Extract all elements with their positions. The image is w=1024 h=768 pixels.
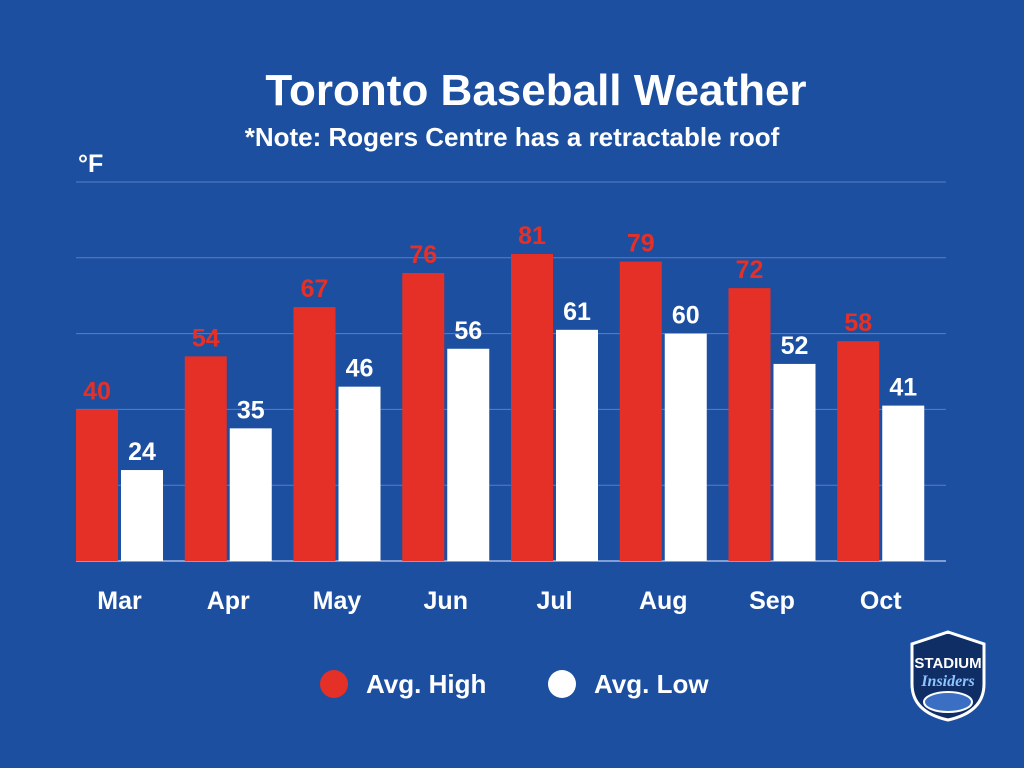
x-tick-labels: Mar Apr May Jun Jul Aug Sep Oct <box>97 587 902 615</box>
bar-avg-high-jul <box>511 254 553 561</box>
legend-low-label: Avg. Low <box>594 668 709 699</box>
legend-high-label: Avg. High <box>366 668 487 699</box>
value-label-high: 40 <box>83 377 111 405</box>
bar-avg-high-aug <box>619 261 662 561</box>
x-tick-label-sep: Sep <box>749 587 795 615</box>
legend: Avg. High Avg. Low <box>0 664 1024 704</box>
bar-avg-high-apr <box>184 356 227 561</box>
bar-avg-high-jun <box>402 272 445 561</box>
bar-avg-high-mar <box>76 409 118 561</box>
bar-groups <box>76 254 925 561</box>
bar-avg-low-oct <box>882 405 925 561</box>
bar-avg-low-aug <box>664 333 707 561</box>
bar-avg-high-sep <box>728 288 771 561</box>
x-tick-label-apr: Apr <box>207 587 250 615</box>
legend-low-swatch <box>548 670 576 698</box>
logo-text-top: STADIUM <box>914 655 981 672</box>
x-tick-label-mar: Mar <box>97 587 142 615</box>
value-label-low: 60 <box>672 302 700 330</box>
legend-item-high: Avg. High <box>320 664 486 704</box>
chart-title: Toronto Baseball Weather <box>265 66 807 115</box>
value-label-high: 54 <box>192 324 220 352</box>
bar-avg-low-may <box>338 386 381 561</box>
bar-avg-high-may <box>293 307 336 561</box>
value-label-high: 81 <box>518 222 546 250</box>
value-label-low: 56 <box>454 317 482 345</box>
value-label-high: 79 <box>627 230 655 258</box>
bar-avg-high-oct <box>837 341 880 561</box>
stadium-insiders-logo: STADIUM Insiders <box>900 628 996 724</box>
legend-high-swatch <box>320 670 348 698</box>
x-tick-label-jun: Jun <box>424 587 468 615</box>
value-labels: 40 24 54 35 67 46 76 56 81 61 79 60 72 52 58 41 <box>83 222 917 466</box>
bar-avg-low-jun <box>447 348 490 561</box>
value-label-low: 41 <box>889 374 917 402</box>
value-label-high: 58 <box>844 309 872 337</box>
value-label-high: 67 <box>301 275 329 303</box>
x-tick-label-aug: Aug <box>639 587 688 615</box>
bar-avg-low-apr <box>229 428 272 561</box>
value-label-high: 72 <box>736 256 764 284</box>
value-label-high: 76 <box>409 241 437 269</box>
bar-avg-low-sep <box>773 363 816 561</box>
value-label-low: 35 <box>237 396 265 424</box>
x-tick-label-may: May <box>313 587 362 615</box>
x-tick-label-oct: Oct <box>860 587 902 615</box>
value-label-low: 61 <box>563 298 591 326</box>
value-label-low: 24 <box>128 438 156 466</box>
chart-subtitle: *Note: Rogers Centre has a retractable r… <box>244 122 780 152</box>
y-axis-unit-label: °F <box>78 150 104 178</box>
logo-text-bottom: Insiders <box>920 673 974 690</box>
legend-item-low: Avg. Low <box>548 664 709 704</box>
x-tick-label-jul: Jul <box>536 587 572 615</box>
bar-avg-low-mar <box>121 470 163 561</box>
value-label-low: 46 <box>346 355 374 383</box>
value-label-low: 52 <box>781 332 809 360</box>
bar-avg-low-jul <box>556 329 598 561</box>
